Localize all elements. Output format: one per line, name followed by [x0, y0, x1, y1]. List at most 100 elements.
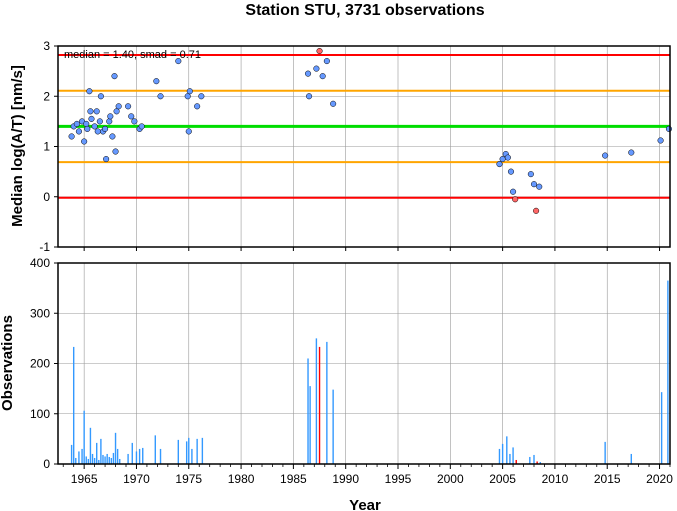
outlier-point [512, 196, 519, 203]
observation-bar [533, 454, 535, 464]
observation-bar [667, 280, 669, 464]
bottom-y-tick-label: 0 [43, 457, 50, 471]
observation-bar [191, 448, 193, 464]
observation-bar [177, 439, 180, 464]
bottom-x-tick-label: 1975 [175, 472, 202, 486]
observation-bar [102, 454, 104, 464]
observation-bar [75, 457, 77, 464]
observation-bar [185, 441, 188, 464]
data-point [175, 58, 182, 65]
data-point [330, 100, 337, 107]
top-plot-frame [57, 45, 671, 248]
data-point [97, 93, 104, 100]
data-point [496, 161, 503, 168]
observation-bar [108, 456, 110, 464]
bottom-plot-frame [57, 262, 671, 465]
bottom-x-tick-label: 2005 [489, 472, 516, 486]
data-point [507, 168, 515, 175]
data-point [68, 133, 75, 140]
data-point [87, 108, 94, 115]
data-point [510, 188, 517, 195]
data-point [75, 128, 82, 135]
observation-bar [307, 358, 309, 464]
data-point [83, 120, 90, 127]
outlier-bar [515, 459, 517, 464]
observation-bar [100, 438, 102, 464]
data-point [94, 128, 101, 135]
outlier-point [316, 47, 323, 55]
bottom-y-tick-label: 300 [30, 306, 50, 320]
data-point [628, 149, 635, 156]
observation-bar [159, 448, 162, 464]
stats-annotation: median = 1.40, smad = 0.71 [64, 49, 201, 61]
data-point [84, 125, 91, 132]
bottom-y-tick-label: 400 [30, 256, 50, 270]
observation-bar [196, 438, 198, 464]
observation-bar [70, 444, 73, 464]
data-point [131, 118, 138, 125]
data-point [536, 183, 543, 190]
bottom-panel: 1965 1970 1975 1980 1985 1990 1995 2000 2005 2010… [30, 256, 673, 486]
data-point [88, 115, 95, 122]
observation-bar [326, 341, 328, 464]
data-point [115, 103, 122, 110]
observation-bar [104, 456, 106, 464]
bottom-y-tick-label: 200 [30, 357, 50, 371]
observation-bar [83, 410, 85, 464]
data-point [527, 171, 534, 178]
observation-bar [138, 448, 141, 464]
data-point [499, 156, 506, 163]
bottom-x-tick-label: 1995 [385, 472, 412, 486]
top-y-axis-label: Median log(A/T) [nm/s] [9, 65, 26, 227]
observation-bar [539, 461, 541, 464]
top-y-tick-label: 0 [43, 190, 50, 204]
observation-bar [660, 392, 663, 464]
top-y-tick-label: 3 [43, 39, 50, 53]
observation-bar [72, 346, 75, 464]
data-point [184, 93, 191, 100]
data-point [93, 108, 100, 115]
observation-bar [315, 338, 318, 464]
data-point [530, 181, 538, 188]
data-point [138, 123, 145, 130]
data-point [109, 133, 116, 140]
observation-bar [188, 437, 190, 464]
data-point [111, 73, 118, 80]
observation-bar [529, 456, 531, 464]
observation-bar [110, 457, 113, 464]
observation-bar [81, 448, 83, 464]
observation-bar [142, 447, 144, 464]
bottom-x-tick-label: 1970 [123, 472, 150, 486]
observation-bar [114, 432, 117, 464]
bottom-x-tick-label: 2010 [542, 472, 569, 486]
top-y-tick-label: 1 [43, 140, 50, 154]
data-point [306, 93, 313, 100]
observation-bar [604, 441, 606, 464]
observation-bar [98, 459, 100, 464]
data-point [86, 88, 93, 95]
data-point [194, 103, 201, 110]
observation-bar [201, 437, 204, 464]
chart-title: Station STU, 3731 observations [245, 2, 484, 19]
observation-bar [89, 427, 92, 464]
observation-bar [96, 442, 98, 464]
observation-bar [501, 443, 504, 464]
observation-bar [332, 389, 334, 464]
outlier-point [533, 207, 540, 214]
observation-bar [78, 451, 80, 464]
bottom-y-axis-label: Observations [0, 315, 16, 411]
data-point [96, 118, 103, 125]
observation-bar [127, 453, 129, 464]
data-point [185, 128, 192, 135]
data-point [102, 125, 109, 132]
observation-bar [135, 451, 138, 464]
observation-bar [85, 456, 87, 464]
observation-bar [116, 448, 119, 464]
bottom-x-tick-label: 1990 [332, 472, 359, 486]
data-point [113, 108, 120, 115]
data-point [91, 123, 98, 130]
data-point [602, 152, 609, 159]
data-point [107, 113, 114, 120]
observation-bar [630, 453, 632, 464]
